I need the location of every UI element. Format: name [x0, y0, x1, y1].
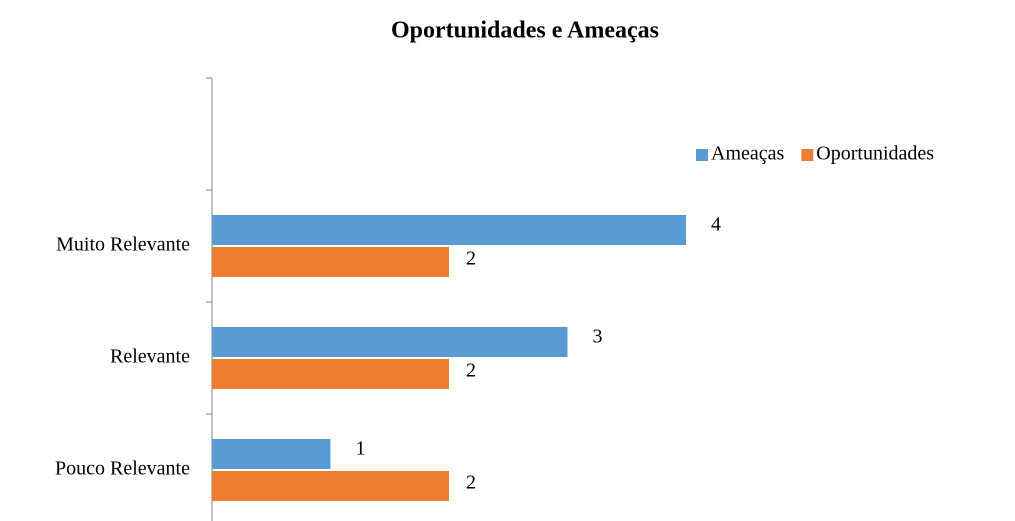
legend-label: Ameaças	[711, 143, 785, 165]
legend-label: Oportunidades	[816, 143, 934, 165]
y-tick-label: Muito Relevante	[56, 234, 190, 256]
data-label: 1	[356, 438, 366, 460]
bar	[212, 439, 331, 469]
bar	[212, 471, 449, 501]
y-tick-label: Pouco Relevante	[55, 458, 190, 480]
bar	[212, 327, 568, 357]
legend-swatch	[801, 149, 814, 161]
data-label: 2	[466, 472, 476, 494]
data-label: 3	[593, 326, 603, 348]
bar	[212, 247, 449, 277]
chart-title: Oportunidades e Ameaças	[391, 18, 659, 44]
data-label: 2	[466, 248, 476, 270]
bar	[212, 359, 449, 389]
bar	[212, 215, 686, 245]
y-tick-label: Relevante	[110, 346, 190, 368]
data-label: 2	[466, 360, 476, 382]
data-label: 4	[711, 214, 721, 236]
legend-swatch	[696, 149, 708, 161]
